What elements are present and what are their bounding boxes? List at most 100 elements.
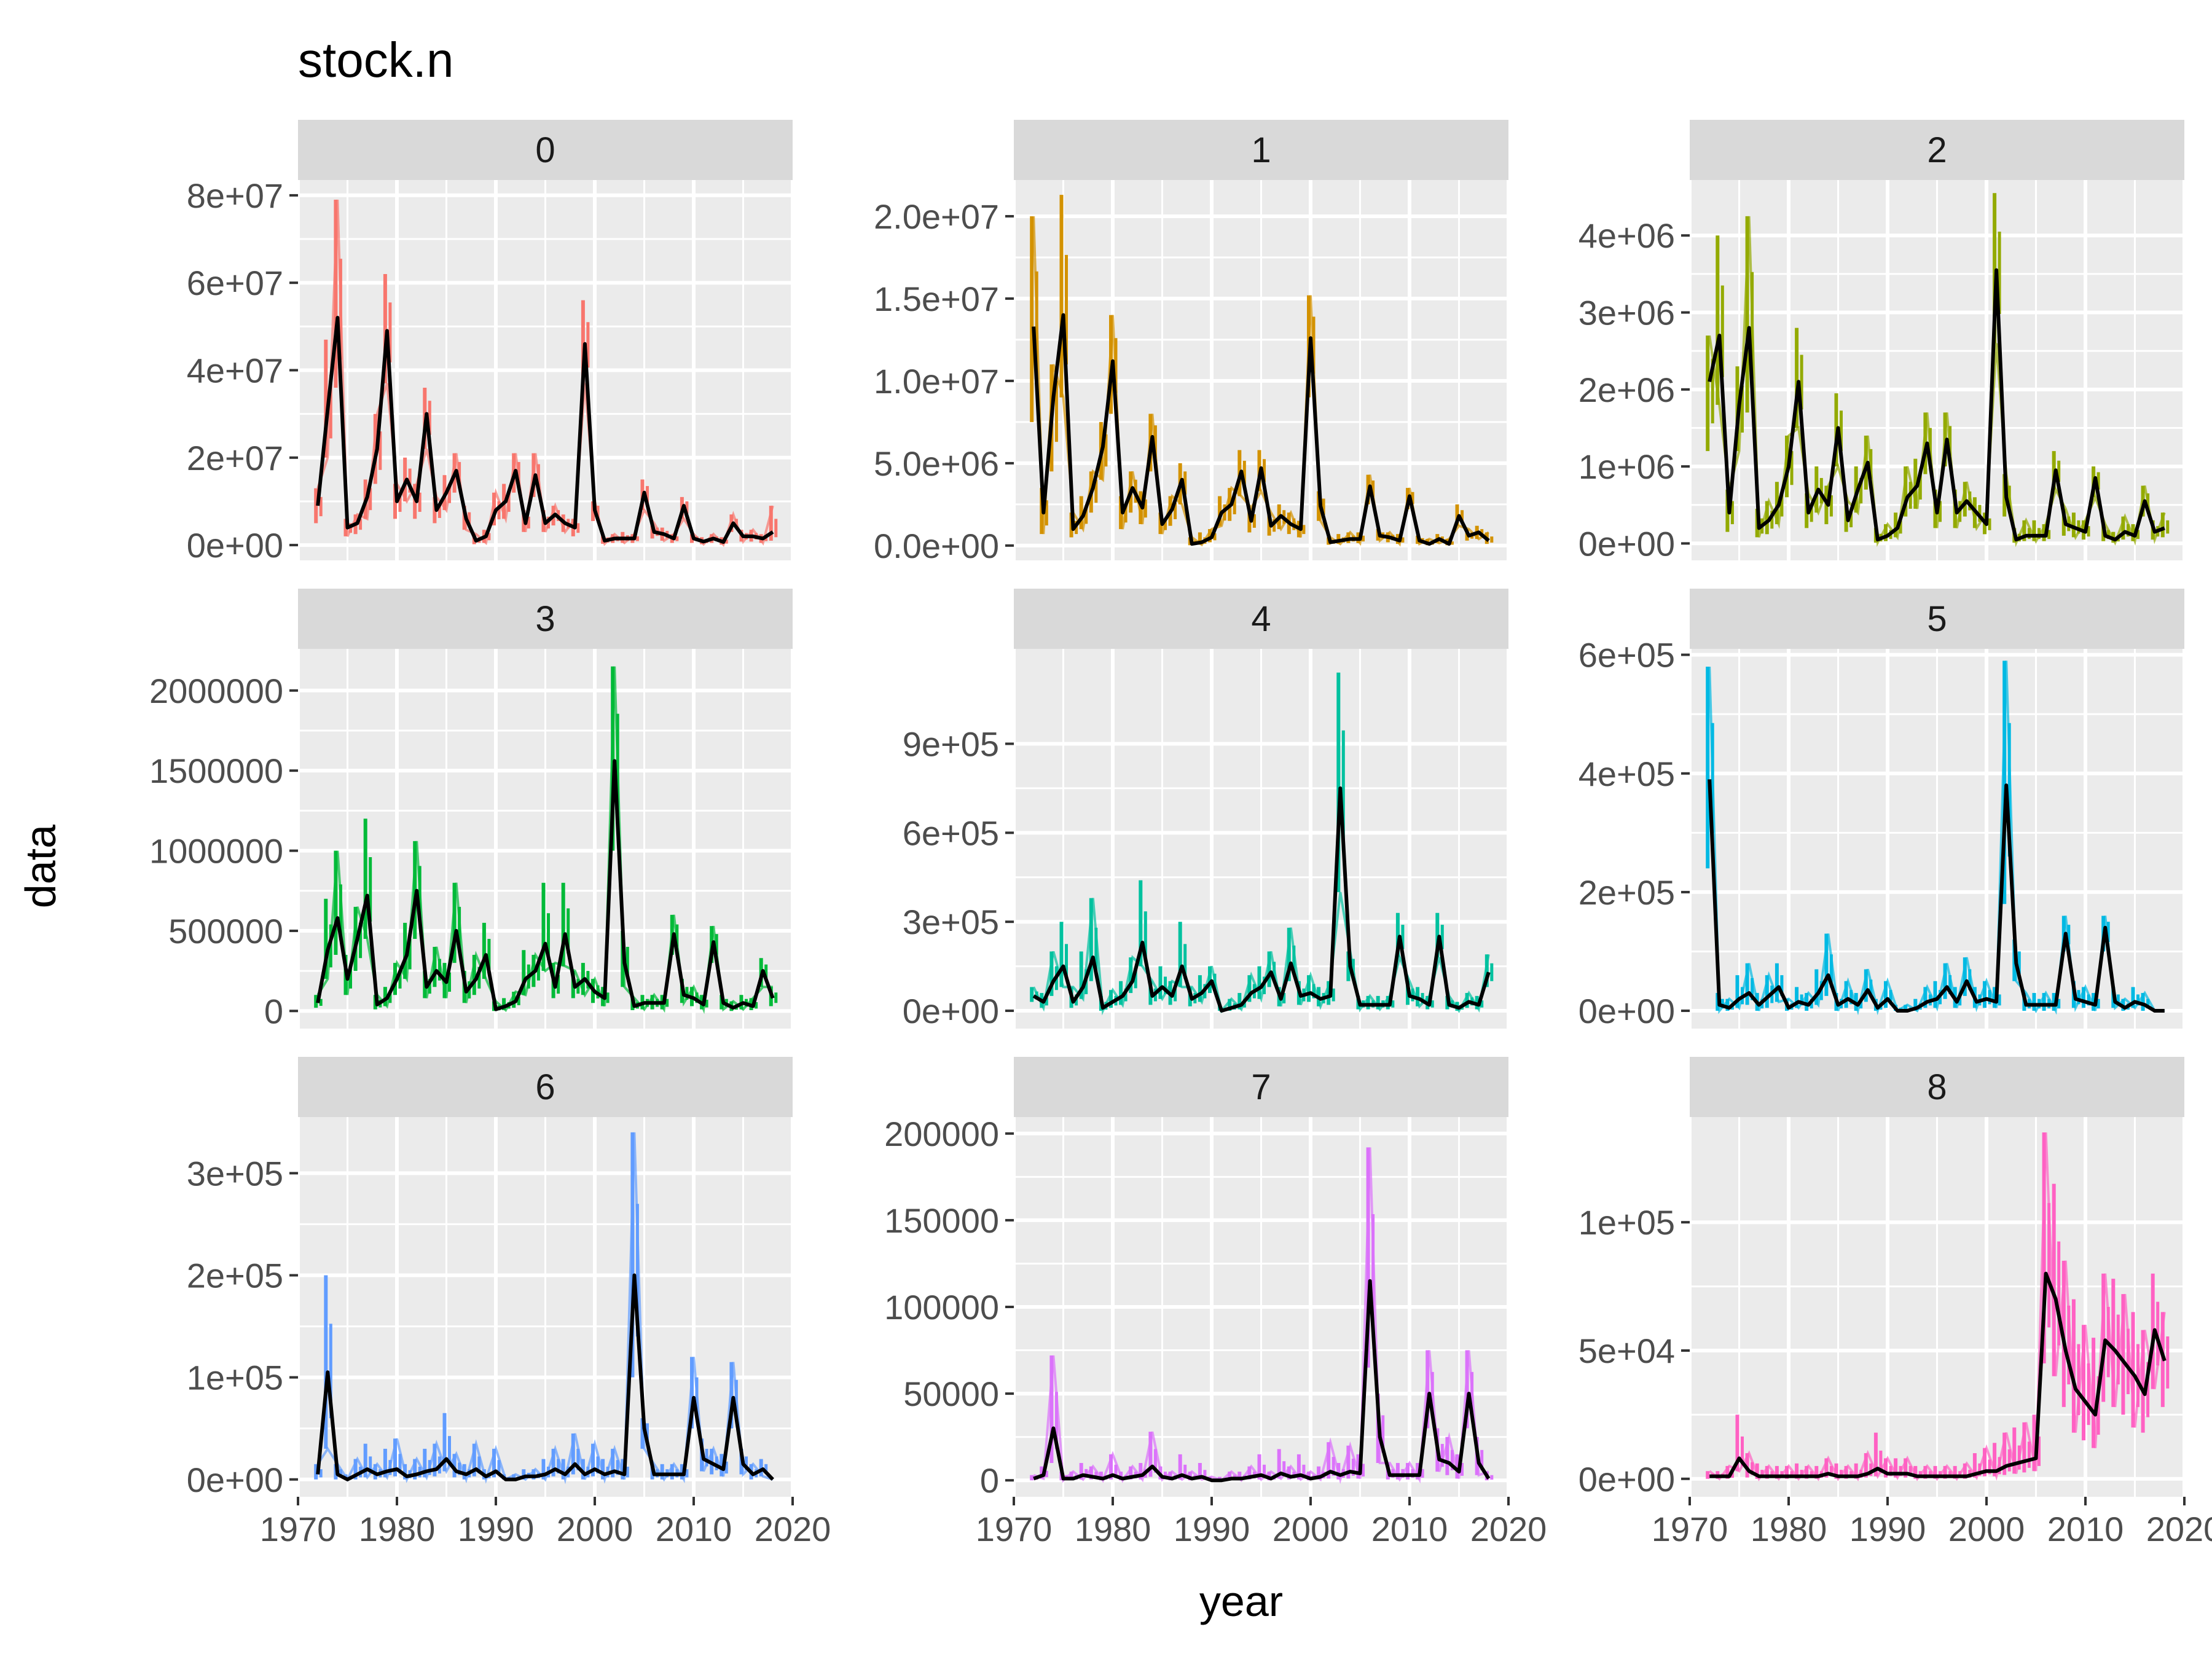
x-tick-label: 2020: [755, 1510, 831, 1548]
y-tick-label: 0e+00: [1579, 524, 1675, 563]
y-tick-label: 1.5e+07: [874, 280, 999, 318]
y-tick-label: 5e+04: [1579, 1332, 1675, 1370]
facet-strip-label: 3: [535, 599, 555, 639]
y-tick-label: 2e+06: [1579, 371, 1675, 409]
y-tick-label: 0.0e+00: [874, 527, 999, 565]
facet-strip: [298, 1057, 793, 1117]
y-tick-label: 3e+05: [187, 1154, 283, 1193]
facet-strip: [1014, 120, 1508, 180]
y-tick-label: 150000: [884, 1201, 999, 1240]
y-tick-label: 500000: [168, 912, 283, 951]
facet-strip-label: 5: [1927, 599, 1947, 639]
median-line: [1708, 779, 2165, 1013]
y-tick-label: 2e+05: [187, 1257, 283, 1295]
median-line: [1709, 1271, 2167, 1478]
y-tick-label: 9e+05: [903, 725, 999, 764]
facet-panel-7: 7 0 50000 100000 150000 200000 1970 1980 1990 200…: [884, 1057, 1547, 1548]
y-tick-label: 6e+05: [1579, 636, 1675, 675]
y-tick-label: 4e+06: [1579, 216, 1675, 255]
y-tick-label: 8e+07: [187, 176, 283, 215]
facet-strip-label: 8: [1927, 1067, 1947, 1107]
y-tick-label: 0e+00: [1579, 992, 1675, 1030]
facet-strip: [1690, 1057, 2184, 1117]
facet-panel-5: 5 0e+00 2e+05 4e+05 6e+05: [1579, 589, 2186, 1030]
y-tick-label: 1e+06: [1579, 447, 1675, 486]
facet-strip-label: 2: [1927, 130, 1947, 170]
median-line: [316, 1273, 774, 1481]
facet-panel-0: 0 0e+00 2e+07 4e+07 6e+07 8e+07: [187, 120, 794, 565]
facet-strip: [298, 120, 793, 180]
median-line: [316, 316, 774, 544]
y-tick-label: 1000000: [149, 832, 283, 871]
facet-strip-label: 6: [535, 1067, 555, 1107]
x-tick-label: 1980: [1075, 1510, 1151, 1548]
y-tick-label: 0e+00: [187, 526, 283, 565]
y-tick-label: 5.0e+06: [874, 444, 999, 483]
x-tick-label: 2000: [1948, 1510, 2025, 1548]
x-tick-label: 1970: [976, 1510, 1053, 1548]
median-line: [1033, 1279, 1491, 1483]
y-tick-label: 4e+07: [187, 351, 283, 390]
iteration-trace: [316, 666, 773, 1014]
facet-strip-label: 7: [1251, 1067, 1271, 1107]
x-tick-label: 1980: [359, 1510, 436, 1548]
facet-panel-2: 2 0e+00 1e+06 2e+06 3e+06 4e+06: [1579, 120, 2186, 563]
y-tick-label: 1e+05: [187, 1359, 283, 1397]
x-tick-label: 1970: [1652, 1510, 1728, 1548]
y-tick-label: 3e+05: [903, 903, 999, 941]
median-line: [1708, 268, 2165, 542]
facet-strip: [1690, 120, 2184, 180]
facet-strip: [1014, 1057, 1508, 1117]
y-tick-label: 4e+05: [1579, 755, 1675, 793]
x-tick-label: 2000: [557, 1510, 633, 1548]
x-tick-label: 2010: [656, 1510, 732, 1548]
y-tick-label: 0e+00: [1579, 1460, 1675, 1499]
y-tick-label: 1.0e+07: [874, 362, 999, 401]
facet-panel-4: 4 0e+00 3e+05 6e+05 9e+05: [903, 589, 1510, 1030]
y-tick-label: 50000: [903, 1375, 999, 1413]
iteration-trace: [1708, 1132, 2166, 1481]
y-tick-label: 2e+07: [187, 439, 283, 477]
x-tick-label: 1990: [1174, 1510, 1250, 1548]
y-tick-label: 3e+06: [1579, 294, 1675, 332]
y-tick-label: 0e+00: [187, 1461, 283, 1499]
median-line: [316, 759, 775, 1011]
facet-panel-3: 3 0 500000 1000000 1500000 2000000: [149, 589, 794, 1030]
chart-title: stock.n: [298, 33, 453, 87]
facet-strip-label: 1: [1251, 130, 1271, 170]
x-tick-label: 2020: [1470, 1510, 1547, 1548]
y-axis-title: data: [17, 825, 65, 908]
facet-strip-label: 0: [535, 130, 555, 170]
median-line: [1032, 313, 1490, 546]
x-axis-title: year: [1199, 1577, 1283, 1625]
y-tick-label: 200000: [884, 1115, 999, 1153]
y-tick-label: 2.0e+07: [874, 197, 999, 236]
facet-strip: [1690, 589, 2184, 649]
facet-panel-1: 1 0.0e+00 5.0e+06 1.0e+07 1.5e+07 2.0e+07: [874, 120, 1510, 565]
median-line: [1032, 786, 1491, 1013]
facet-strip: [1014, 589, 1508, 649]
x-tick-label: 1970: [260, 1510, 337, 1548]
y-tick-label: 1500000: [149, 751, 283, 790]
y-tick-label: 0: [264, 992, 283, 1030]
x-tick-label: 1990: [458, 1510, 535, 1548]
y-tick-label: 1e+05: [1579, 1203, 1675, 1242]
facet-strip-label: 4: [1251, 599, 1271, 639]
iteration-trace: [1033, 1147, 1489, 1484]
x-tick-label: 2000: [1273, 1510, 1349, 1548]
facet-panels: 0 0e+00 2e+07 4e+07 6e+07 8e+07 1 0.0e+00 5.0e+0…: [149, 120, 2212, 1548]
facet-strip: [298, 589, 793, 649]
facet-panel-8: 8 0e+00 5e+04 1e+05 1970 1980 1990 2000 2010 2020: [1579, 1057, 2212, 1548]
iteration-trace: [1032, 892, 1490, 1016]
y-tick-label: 0e+00: [903, 992, 999, 1030]
x-tick-label: 2010: [1371, 1510, 1448, 1548]
y-tick-label: 2e+05: [1579, 873, 1675, 912]
y-tick-label: 0: [980, 1461, 999, 1500]
y-tick-label: 6e+07: [187, 264, 283, 302]
x-tick-label: 1990: [1849, 1510, 1926, 1548]
x-tick-label: 2020: [2146, 1510, 2212, 1548]
y-tick-label: 6e+05: [903, 814, 999, 852]
y-tick-label: 100000: [884, 1288, 999, 1327]
x-tick-label: 1980: [1751, 1510, 1827, 1548]
